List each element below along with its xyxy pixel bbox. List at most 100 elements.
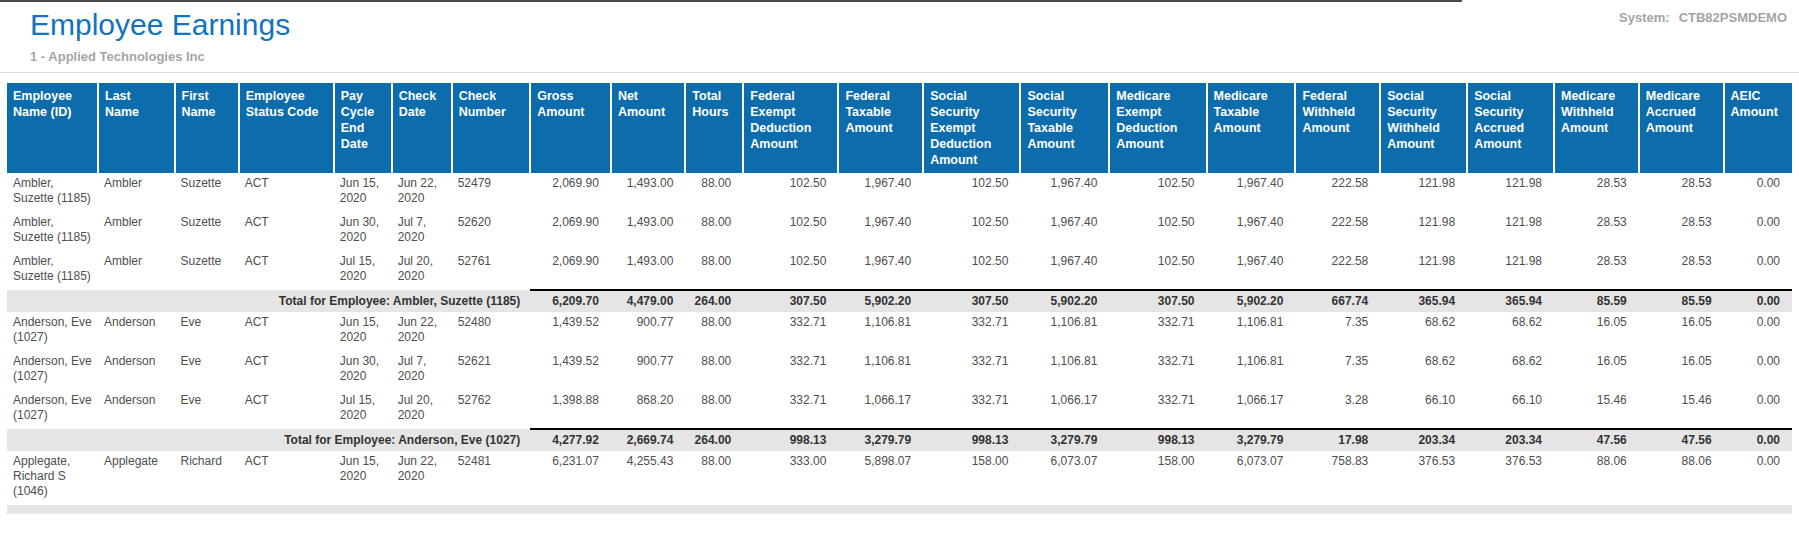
cell: 1,066.17: [1020, 390, 1109, 429]
cell: 66.10: [1467, 390, 1554, 429]
system-label: System:: [1619, 10, 1670, 25]
cell: 1,967.40: [1020, 251, 1109, 290]
cell: Jun 15, 2020: [334, 173, 392, 212]
total-value: 365.94: [1467, 290, 1554, 312]
cell: 68.62: [1380, 351, 1467, 390]
cell: 121.98: [1467, 251, 1554, 290]
system-value: CTB82PSMDEMO: [1679, 10, 1787, 25]
employee-total-row: Total for Employee: Ambler, Suzette (118…: [7, 290, 1792, 312]
cell: 88.00: [685, 451, 743, 505]
cell: 1,967.40: [1020, 212, 1109, 251]
cell: 52479: [452, 173, 531, 212]
cell: 88.00: [685, 312, 743, 351]
earnings-row: Ambler, Suzette (1185)AmblerSuzetteACTJu…: [7, 212, 1792, 251]
cell: 88.00: [685, 251, 743, 290]
column-header: Medicare Taxable Amount: [1207, 83, 1296, 173]
cell: 332.71: [1109, 312, 1206, 351]
cell: 4,255.43: [611, 451, 685, 505]
cell: 1,967.40: [1020, 173, 1109, 212]
column-header: Social Security Withheld Amount: [1380, 83, 1467, 173]
cell: 0.00: [1724, 173, 1792, 212]
cell: Eve: [175, 390, 239, 429]
cell: Eve: [175, 312, 239, 351]
cell: 28.53: [1554, 173, 1639, 212]
cell: Jun 22, 2020: [392, 451, 452, 505]
cell: ACT: [239, 351, 334, 390]
total-value: 667.74: [1295, 290, 1380, 312]
cell: 68.62: [1467, 351, 1554, 390]
total-value: 85.59: [1639, 290, 1724, 312]
cell: 52481: [452, 451, 531, 505]
column-header: First Name: [175, 83, 239, 173]
cell: 121.98: [1380, 173, 1467, 212]
cell: 1,439.52: [530, 312, 611, 351]
cell: ACT: [239, 312, 334, 351]
cell: 1,398.88: [530, 390, 611, 429]
cell: 66.10: [1380, 390, 1467, 429]
total-value: 998.13: [743, 429, 838, 451]
next-total-row-cutoff: [7, 505, 1792, 514]
total-value: 264.00: [685, 290, 743, 312]
cell: 1,967.40: [838, 251, 923, 290]
cell: 102.50: [743, 212, 838, 251]
total-value: 5,902.20: [838, 290, 923, 312]
cell: 1,106.81: [1207, 312, 1296, 351]
cell: 16.05: [1554, 312, 1639, 351]
cell: 0.00: [1724, 351, 1792, 390]
earnings-row: Anderson, Eve (1027)AndersonEveACTJul 15…: [7, 390, 1792, 429]
cell: 900.77: [611, 312, 685, 351]
cell: Jun 30, 2020: [334, 351, 392, 390]
total-value: 2,669.74: [611, 429, 685, 451]
cell: Jul 20, 2020: [392, 251, 452, 290]
cell: 758.83: [1295, 451, 1380, 505]
total-value: 998.13: [923, 429, 1020, 451]
cell: 1,439.52: [530, 351, 611, 390]
cell: 1,106.81: [1020, 351, 1109, 390]
cell: 900.77: [611, 351, 685, 390]
cell: 16.05: [1639, 312, 1724, 351]
cell: Suzette: [175, 251, 239, 290]
cell: 52762: [452, 390, 531, 429]
cell: 88.00: [685, 351, 743, 390]
total-value: 0.00: [1724, 290, 1792, 312]
cell: 332.71: [923, 312, 1020, 351]
cell: 28.53: [1554, 212, 1639, 251]
earnings-table: Employee Name (ID)Last NameFirst NameEmp…: [7, 83, 1792, 505]
total-value: 307.50: [1109, 290, 1206, 312]
column-header: Medicare Exempt Deduction Amount: [1109, 83, 1206, 173]
cell: 376.53: [1380, 451, 1467, 505]
cell: ACT: [239, 390, 334, 429]
cell: 6,231.07: [530, 451, 611, 505]
total-value: 4,479.00: [611, 290, 685, 312]
total-value: 264.00: [685, 429, 743, 451]
cell: 68.62: [1380, 312, 1467, 351]
cell: 0.00: [1724, 451, 1792, 505]
cell: Jul 15, 2020: [334, 251, 392, 290]
cell: 0.00: [1724, 390, 1792, 429]
cell: 102.50: [923, 212, 1020, 251]
column-header: Federal Exempt Deduction Amount: [743, 83, 838, 173]
cell: ACT: [239, 212, 334, 251]
cell: 332.71: [743, 351, 838, 390]
cell: Jun 22, 2020: [392, 312, 452, 351]
cell: Applegate, Richard S (1046): [7, 451, 98, 505]
cell: Jun 22, 2020: [392, 173, 452, 212]
cell: Anderson, Eve (1027): [7, 312, 98, 351]
earnings-row: Anderson, Eve (1027)AndersonEveACTJun 15…: [7, 312, 1792, 351]
cell: 102.50: [743, 173, 838, 212]
cell: Jul 7, 2020: [392, 212, 452, 251]
cell: 222.58: [1295, 251, 1380, 290]
cell: 1,106.81: [838, 312, 923, 351]
cell: 52620: [452, 212, 531, 251]
cell: ACT: [239, 173, 334, 212]
cell: Ambler, Suzette (1185): [7, 212, 98, 251]
cell: 102.50: [923, 251, 1020, 290]
column-header: Pay Cycle End Date: [334, 83, 392, 173]
cell: 1,106.81: [1207, 351, 1296, 390]
column-header: Net Amount: [611, 83, 685, 173]
cell: 1,493.00: [611, 251, 685, 290]
cell: 52621: [452, 351, 531, 390]
total-value: 3,279.79: [1020, 429, 1109, 451]
cell: 1,066.17: [838, 390, 923, 429]
cell: 1,106.81: [1020, 312, 1109, 351]
